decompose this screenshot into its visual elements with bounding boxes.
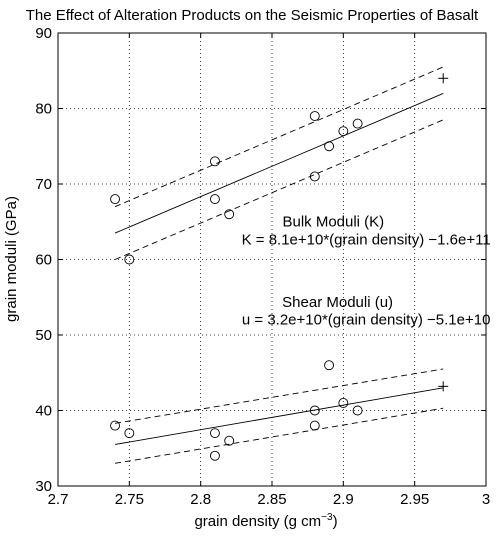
shear-equation: u = 3.2e+10*(grain density) −5.1e+10 [242,311,491,328]
shear-fit-line [114,387,444,445]
bulk-predicted-marker [438,73,449,84]
y-tick-label: 90 [35,25,52,42]
y-tick-label: 80 [35,101,52,118]
x-tick-label: 2.95 [400,491,429,508]
shear-predicted-marker [438,381,449,392]
bulk-title: Bulk Moduli (K) [282,213,384,230]
grid [58,33,486,486]
shear-data-point [209,450,220,461]
x-axis: 2.7 2.75 2.8 2.85 2.9 2.95 3 [48,33,490,508]
y-tick-label: 40 [35,403,52,420]
plot-frame [57,32,487,487]
x-tick-label: 2.85 [257,491,286,508]
bulk-data-point [224,209,235,220]
x-axis-label-exponent: −3 [321,512,333,523]
shear-data-point [309,420,320,431]
x-tick-label: 2.7 [48,491,69,508]
x-tick-label: 2.8 [190,491,211,508]
bulk-data-point [209,156,220,167]
shear-data-point [309,405,320,416]
bulk-data-point [338,126,349,137]
y-tick-label: 70 [35,176,52,193]
bulk-upper-bound [114,66,444,208]
x-tick-label: 2.9 [333,491,354,508]
y-tick-label: 30 [35,478,52,495]
fit-lines [114,66,444,464]
x-tick-label: 3 [482,491,490,508]
shear-lower-bound [114,407,444,464]
y-tick-label: 50 [35,327,52,344]
data-points [110,73,449,461]
y-axis-label: grain moduli (GPa) [3,196,20,322]
bulk-data-point [209,194,220,205]
bulk-equation: K = 8.1e+10*(grain density) −1.6e+11 [242,231,491,248]
bulk-data-point [309,171,320,182]
annotations: Bulk Moduli (K)K = 8.1e+10*(grain densit… [242,213,491,328]
shear-data-point [124,428,135,439]
chart-title: The Effect of Alteration Products on the… [26,7,479,24]
y-axis: 30 40 50 60 70 80 90 [35,25,486,495]
shear-data-point [224,435,235,446]
bulk-data-point [124,254,135,265]
shear-upper-bound [114,368,444,424]
bulk-data-point [324,141,335,152]
shear-data-point [209,428,220,439]
x-axis-label: grain density (g cm−3) [194,512,337,530]
shear-data-point [110,420,121,431]
shear-data-point [324,360,335,371]
bulk-data-point [110,194,121,205]
y-tick-label: 60 [35,252,52,269]
shear-data-point [352,405,363,416]
shear-data-point [338,398,349,408]
bulk-data-point [309,111,320,122]
shear-title: Shear Moduli (u) [282,294,393,311]
x-tick-label: 2.75 [115,491,144,508]
bulk-data-point [352,118,363,129]
bulk-fit-line [114,92,444,234]
